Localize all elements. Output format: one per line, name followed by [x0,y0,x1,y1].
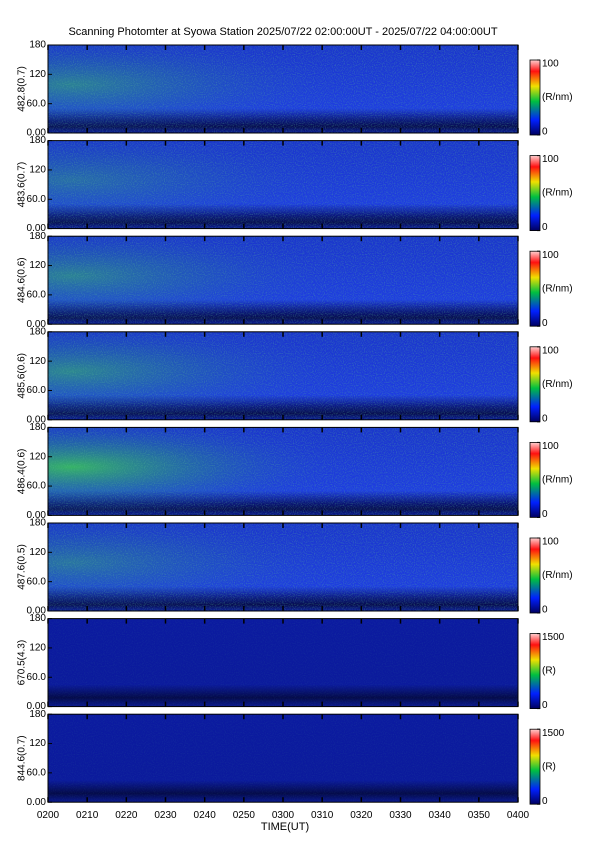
x-tick-label: 0320 [350,810,373,821]
y-tick-label: 120 [29,643,46,654]
colorbar [529,59,541,136]
y-tick-label: 120 [29,451,46,462]
y-tick-label: 180 [29,135,46,146]
y-tick-label: 0.00 [27,510,47,521]
colorbar [529,441,541,518]
colorbar-label: (R) [542,761,556,772]
x-tick-label: 0200 [37,810,60,821]
y-axis-label: 482.8(0.7) [17,66,28,112]
y-tick-label: 180 [29,422,46,433]
colorbar [529,728,541,805]
colorbar-label: (R) [542,666,556,677]
x-tick-label: 0340 [429,810,452,821]
colorbar-tick-label: 0 [542,605,548,616]
y-axis-label: 670.5(4.3) [17,640,28,686]
y-tick-label: 120 [29,69,46,80]
x-tick-label: 0400 [507,810,530,821]
x-tick-label: 0230 [154,810,177,821]
y-tick-label: 180 [29,40,46,51]
y-tick-label: 60.0 [27,481,47,492]
colorbar-label: (R/nm) [542,92,573,103]
colorbar [529,155,541,232]
y-tick-label: 60.0 [27,768,47,779]
colorbar-tick-label: 100 [542,537,559,548]
y-tick-label: 120 [29,547,46,558]
colorbar [529,537,541,614]
colorbar-tick-label: 100 [542,441,559,452]
x-tick-label: 0240 [194,810,217,821]
y-axis-label: 485.6(0.6) [17,353,28,399]
y-tick-label: 0.00 [27,606,47,617]
heatmap-noise [48,523,518,611]
colorbar-tick-label: 100 [542,59,559,70]
x-tick-label: 0220 [115,810,138,821]
y-tick-label: 180 [29,709,46,720]
y-tick-label: 0.00 [27,223,47,234]
colorbar-tick-label: 0 [542,509,548,520]
y-axis-label: 486.4(0.6) [17,449,28,495]
x-tick-label: 0250 [233,810,256,821]
heatmap-noise [48,45,518,133]
x-tick-label: 0350 [468,810,491,821]
x-axis-label: TIME(UT) [261,821,309,833]
y-tick-label: 120 [29,356,46,367]
y-tick-label: 60.0 [27,290,47,301]
y-tick-label: 60.0 [27,576,47,587]
colorbar-tick-label: 0 [542,796,548,807]
y-tick-label: 180 [29,518,46,529]
colorbar-tick-label: 0 [542,413,548,424]
y-tick-label: 60.0 [27,194,47,205]
colorbar-tick-label: 100 [542,250,559,261]
colorbar-tick-label: 0 [542,222,548,233]
colorbar-tick-label: 100 [542,154,559,165]
colorbar-tick-label: 100 [542,345,559,356]
y-tick-label: 120 [29,260,46,271]
y-tick-label: 60.0 [27,385,47,396]
y-tick-label: 120 [29,738,46,749]
y-tick-label: 180 [29,613,46,624]
heatmap-noise [48,714,518,803]
y-axis-label: 484.6(0.6) [17,257,28,303]
colorbar-label: (R/nm) [542,570,573,581]
y-tick-label: 0.00 [27,797,47,808]
colorbar-tick-label: 0 [542,127,548,138]
y-axis-label: 483.6(0.7) [17,162,28,208]
heatmap-noise [48,427,518,516]
y-tick-label: 0.00 [27,414,47,425]
y-tick-label: 0.00 [27,128,47,139]
heatmap-noise [48,618,518,707]
colorbar-tick-label: 1500 [542,728,565,739]
y-axis-label: 487.6(0.5) [17,544,28,590]
y-tick-label: 0.00 [27,319,47,330]
colorbar [529,633,541,709]
y-tick-label: 180 [29,231,46,242]
chart-title: Scanning Photomter at Syowa Station 2025… [68,26,497,38]
colorbar-tick-label: 1500 [542,632,565,643]
colorbar-tick-label: 0 [542,700,548,711]
colorbar-label: (R/nm) [542,283,573,294]
colorbar [529,346,541,423]
colorbar-label: (R/nm) [542,475,573,486]
colorbar-label: (R/nm) [542,379,573,390]
x-tick-label: 0210 [76,810,99,821]
y-tick-label: 120 [29,165,46,176]
x-tick-label: 0330 [389,810,412,821]
y-tick-label: 0.00 [27,701,47,712]
colorbar-label: (R/nm) [542,188,573,199]
y-axis-label: 844.6(0.7) [17,735,28,781]
heatmap-noise [48,140,518,229]
y-tick-label: 60.0 [27,98,47,109]
heatmap-noise [48,236,518,325]
y-tick-label: 180 [29,326,46,337]
x-tick-label: 0310 [311,810,334,821]
x-tick-label: 0300 [272,810,295,821]
y-tick-label: 60.0 [27,672,47,683]
colorbar-tick-label: 0 [542,318,548,329]
heatmap-noise [48,331,518,420]
colorbar [529,250,541,327]
